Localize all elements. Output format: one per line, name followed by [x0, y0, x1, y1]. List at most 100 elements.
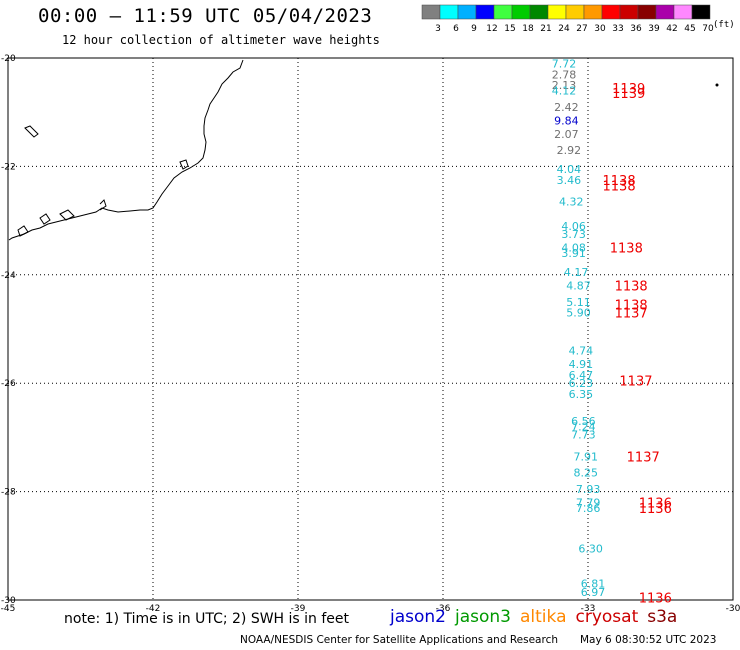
- legend-tick: 27: [576, 24, 587, 34]
- wave-height-label: 2.42: [554, 101, 579, 114]
- sat-s3a: s3a: [647, 607, 678, 627]
- wave-height-label: 8.25: [574, 467, 599, 480]
- legend-tick: 18: [522, 24, 534, 34]
- pass-number-label: 1139: [612, 87, 645, 102]
- lon-tick-label: -39: [291, 604, 306, 614]
- wave-height-label: 6.30: [578, 543, 603, 556]
- wave-height-label: 2.13: [552, 79, 577, 92]
- lat-tick-label: -20: [1, 54, 16, 64]
- wave-height-label: 2.07: [554, 128, 579, 141]
- legend-swatch: [637, 4, 657, 20]
- wave-height-label: 6.23: [569, 377, 594, 390]
- lon-tick-label: -33: [581, 604, 596, 614]
- lat-tick-label: -30: [1, 596, 16, 606]
- wave-height-label: 6.81: [581, 578, 606, 591]
- pass-number-label: 1138: [603, 174, 636, 189]
- legend-swatch: [493, 4, 513, 20]
- grid-lines: [8, 58, 733, 600]
- lat-tick-label: -26: [1, 379, 16, 389]
- wave-height-label: 4.74: [569, 345, 594, 358]
- legend-tick: 36: [630, 24, 642, 34]
- wave-height-label: 4.17: [564, 266, 589, 279]
- pass-number-label: 1136: [639, 496, 672, 511]
- map-title: 00:00 – 11:59 UTC 05/04/2023: [38, 5, 373, 27]
- pass-number-label: 1138: [603, 179, 636, 194]
- legend-tick: 30: [594, 24, 606, 34]
- legend-tick: 15: [504, 24, 515, 34]
- legend-swatch: [565, 4, 585, 20]
- legend-tick: 33: [612, 24, 623, 34]
- sat-jason2: jason2: [390, 607, 446, 627]
- satellite-legend: jason2 jason3 altika cryosat s3a: [390, 607, 686, 627]
- wave-height-label: 7.72: [552, 57, 577, 70]
- credit-text: NOAA/NESDIS Center for Satellite Applica…: [240, 634, 558, 646]
- lon-tick-label: -30: [726, 604, 740, 614]
- legend-swatch: [655, 4, 675, 20]
- legend-swatch: [439, 4, 459, 20]
- legend-tick: 42: [666, 24, 677, 34]
- wave-height-labels: 7.722.782.134.12 2.429.842.07 2.92 4.043.46…: [552, 57, 606, 598]
- legend-swatch: [619, 4, 639, 20]
- legend-unit: (ft): [713, 20, 735, 30]
- pass-number-label: 1139: [612, 82, 645, 97]
- island-dot: [715, 83, 719, 87]
- legend-tick: 70: [702, 24, 714, 34]
- coastline: [8, 59, 244, 241]
- pass-number-label: 1137: [619, 374, 652, 389]
- legend-tick: 12: [486, 24, 497, 34]
- wave-height-label: 6.47: [569, 369, 594, 382]
- legend-swatch: [421, 4, 441, 20]
- legend-tick: 9: [471, 24, 477, 34]
- pass-number-label: 1138: [610, 242, 643, 257]
- pass-number-label: 1136: [639, 591, 672, 606]
- island-1: [24, 125, 39, 138]
- wave-height-label: 4.04: [557, 163, 582, 176]
- wave-height-label: 7.73: [571, 429, 596, 442]
- legend-swatch: [547, 4, 567, 20]
- legend-swatch: [601, 4, 621, 20]
- island-2: [179, 159, 189, 170]
- sat-altika: altika: [520, 607, 567, 627]
- wave-height-label: 3.46: [557, 174, 582, 187]
- credit-timestamp: May 6 08:30:52 UTC 2023: [580, 634, 717, 646]
- pass-number-labels: 1139113911381138113811381138113711371137…: [603, 82, 672, 606]
- legend-tick: 6: [453, 24, 459, 34]
- legend-tick: 39: [648, 24, 660, 34]
- wave-height-label: 9.84: [554, 114, 579, 127]
- map-frame: [7, 57, 734, 601]
- legend-swatch: [511, 4, 531, 20]
- lon-tick-label: -42: [146, 604, 161, 614]
- legend-swatch: [691, 4, 711, 20]
- pass-number-label: 1138: [615, 299, 648, 314]
- wave-height-label: 4.06: [561, 220, 586, 233]
- wave-height-label: 2.92: [557, 144, 582, 157]
- wave-height-label: 7.86: [576, 502, 601, 515]
- legend-tick: 21: [540, 24, 551, 34]
- wave-height-label: 4.87: [566, 280, 591, 293]
- lat-tick-label: -24: [1, 271, 16, 281]
- pass-number-label: 1136: [639, 502, 672, 517]
- wave-height-label: 7.79: [576, 496, 601, 509]
- wave-height-label: 2.78: [552, 68, 577, 81]
- wave-height-label: 7.24: [571, 421, 596, 434]
- legend-swatch: [583, 4, 603, 20]
- legend-swatch: [475, 4, 495, 20]
- wave-height-label: 3.73: [561, 228, 586, 241]
- wave-height-label: 4.12: [552, 85, 577, 98]
- sat-jason3: jason3: [455, 607, 511, 627]
- lat-tick-label: -22: [1, 162, 16, 172]
- note-text: note: 1) Time is in UTC; 2) SWH is in fe…: [64, 611, 350, 627]
- lon-tick-label: -36: [436, 604, 451, 614]
- legend-tick: 45: [684, 24, 695, 34]
- color-legend: 3 6 9 12 15 18 21 24 27 30 33 36 39 42 45 70: [421, 4, 714, 34]
- wave-height-label: 7.91: [574, 450, 599, 463]
- lon-tick-label: -45: [1, 604, 16, 614]
- pass-number-label: 1137: [627, 450, 660, 465]
- wave-height-label: 5.11: [566, 296, 591, 309]
- legend-swatch: [673, 4, 693, 20]
- legend-swatch: [529, 4, 549, 20]
- wave-height-label: 3.91: [561, 247, 586, 260]
- wave-height-label: 4.91: [569, 358, 594, 371]
- wave-height-label: 5.90: [566, 307, 591, 320]
